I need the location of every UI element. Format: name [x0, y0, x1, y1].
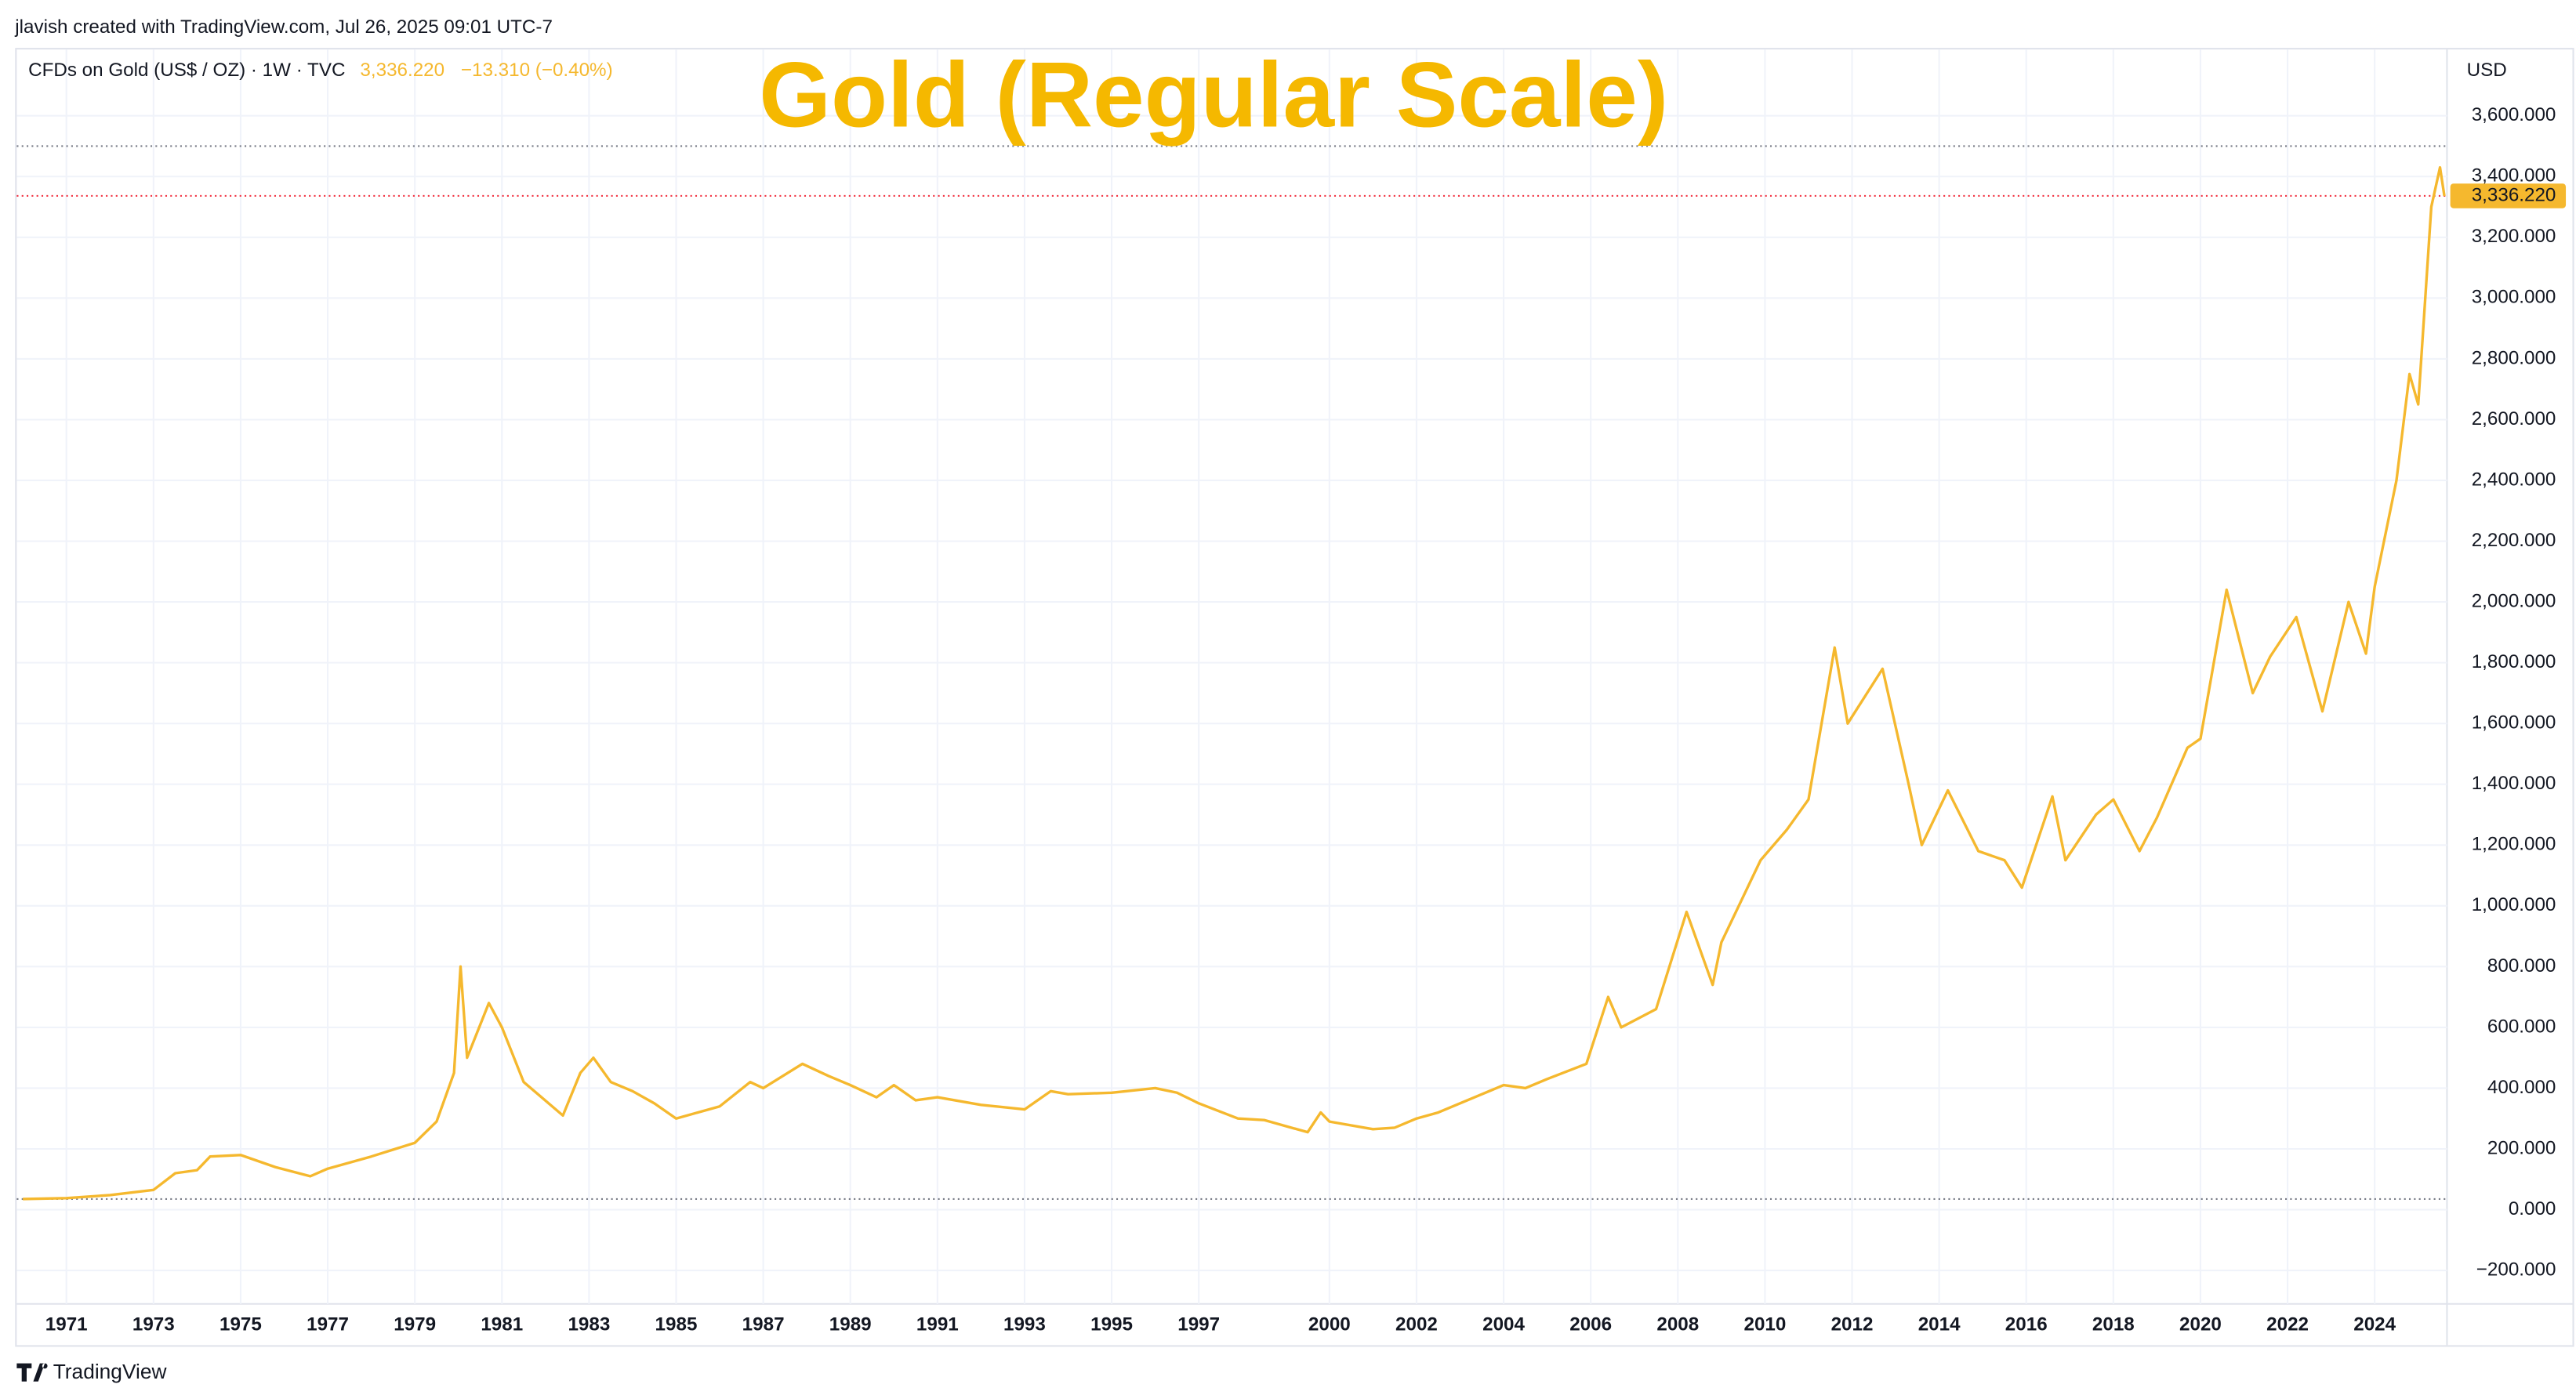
change: −13.310 (−0.40%) — [461, 60, 613, 81]
x-tick-label: 1981 — [481, 1314, 523, 1335]
y-tick-label: 1,400.000 — [2472, 773, 2556, 794]
x-tick-label: 1989 — [829, 1314, 872, 1335]
x-tick-label: 2022 — [2266, 1314, 2309, 1335]
y-tick-label: 2,200.000 — [2472, 530, 2556, 551]
y-tick-label: 3,400.000 — [2472, 165, 2556, 187]
x-tick-label: 1979 — [394, 1314, 436, 1335]
x-tick-label: 1971 — [45, 1314, 88, 1335]
y-tick-label: 1,200.000 — [2472, 834, 2556, 855]
price: 3,336.220 — [360, 60, 444, 81]
x-tick-label: 1985 — [655, 1314, 698, 1335]
y-tick-label: 800.000 — [2487, 955, 2556, 976]
x-tick-label: 2008 — [1656, 1314, 1699, 1335]
x-tick-label: 1991 — [916, 1314, 959, 1335]
y-tick-label: 600.000 — [2487, 1016, 2556, 1037]
x-tick-label: 2004 — [1482, 1314, 1525, 1335]
last-price-label: 3,336.220 — [2472, 184, 2556, 205]
chart-title: Gold (Regular Scale) — [759, 43, 1668, 147]
grid — [16, 49, 2447, 1304]
y-tick-label: 3,200.000 — [2472, 226, 2556, 247]
y-tick-label: 1,800.000 — [2472, 651, 2556, 672]
y-tick-label: 0.000 — [2509, 1198, 2556, 1219]
x-tick-label: 1983 — [568, 1314, 610, 1335]
y-tick-label: 3,000.000 — [2472, 287, 2556, 308]
last-price-badge — [2450, 183, 2567, 208]
price-line-series — [23, 165, 2446, 1201]
y-tick-label: 2,000.000 — [2472, 590, 2556, 611]
x-tick-label: 2016 — [2005, 1314, 2048, 1335]
credit: jlavish created with TradingView.com, Ju… — [14, 16, 553, 38]
y-tick-label: 2,400.000 — [2472, 469, 2556, 490]
x-tick-label: 2014 — [1918, 1314, 1961, 1335]
x-tick-label: 1977 — [307, 1314, 349, 1335]
x-tick-label: 2024 — [2353, 1314, 2396, 1335]
x-tick-label: 2010 — [1743, 1314, 1786, 1335]
x-tick-label: 1975 — [220, 1314, 262, 1335]
x-tick-label: 2002 — [1395, 1314, 1438, 1335]
y-tick-label: 2,800.000 — [2472, 347, 2556, 368]
logo — [16, 1363, 48, 1382]
currency: USD — [2467, 60, 2507, 81]
x-tick-label: 2006 — [1569, 1314, 1612, 1335]
x-tick-label: 1973 — [132, 1314, 175, 1335]
x-tick-label: 1997 — [1177, 1314, 1220, 1335]
brand: TradingView — [53, 1360, 168, 1383]
x-tick-label: 1993 — [1003, 1314, 1046, 1335]
y-tick-label: 3,600.000 — [2472, 104, 2556, 125]
x-tick-label: 2012 — [1831, 1314, 1874, 1335]
plot — [23, 165, 2446, 1201]
y-tick-label: 1,600.000 — [2472, 712, 2556, 734]
x-tick-label: 1987 — [742, 1314, 785, 1335]
frame — [15, 48, 2574, 1347]
x-tick-label: 2000 — [1308, 1314, 1351, 1335]
y-tick-label: 1,000.000 — [2472, 894, 2556, 915]
x-tick-label: 2020 — [2179, 1314, 2222, 1335]
y-tick-label: −200.000 — [2476, 1259, 2556, 1280]
symbol: CFDs on Gold (US$ / OZ) · 1W · TVC — [28, 60, 345, 81]
x-tick-label: 2018 — [2092, 1314, 2135, 1335]
y-tick-label: 2,600.000 — [2472, 408, 2556, 429]
y-tick-label: 400.000 — [2487, 1077, 2556, 1098]
y-tick-label: 200.000 — [2487, 1137, 2556, 1158]
x-tick-label: 1995 — [1090, 1314, 1133, 1335]
